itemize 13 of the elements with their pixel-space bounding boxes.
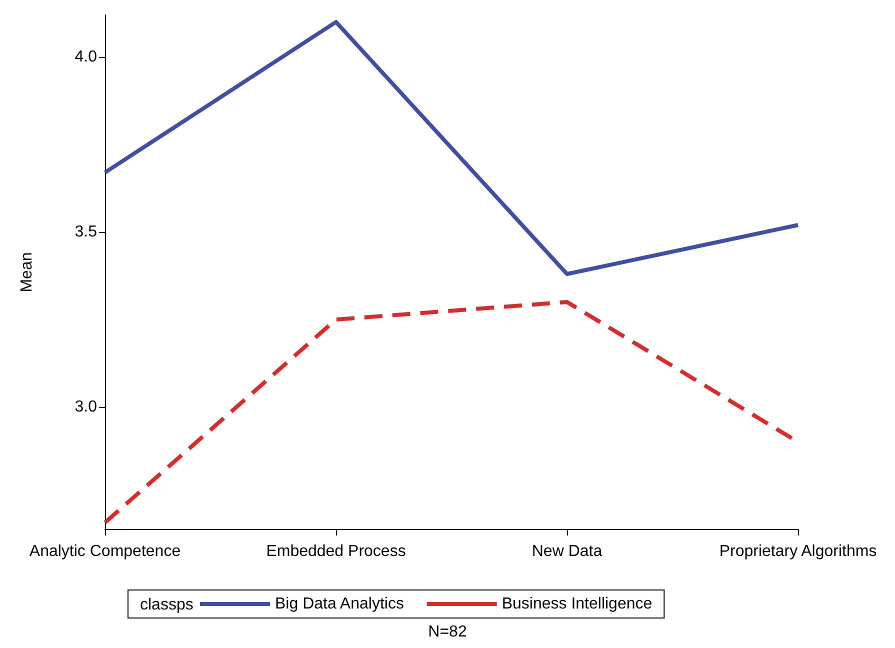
x-tick-label: Embedded Process bbox=[266, 543, 406, 560]
x-tick-label: Analytic Competence bbox=[29, 543, 181, 560]
legend-title: classps bbox=[140, 596, 194, 614]
legend-label: Big Data Analytics bbox=[275, 596, 404, 612]
legend-label: Business Intelligence bbox=[502, 596, 652, 612]
x-tick-label: New Data bbox=[532, 543, 602, 560]
x-tick-label: Proprietary Algorithms bbox=[719, 543, 877, 560]
y-axis-title: Mean bbox=[18, 252, 36, 292]
y-tick-label: 3.5 bbox=[74, 224, 98, 240]
line-series bbox=[103, 20, 800, 276]
y-tick-label: 3.0 bbox=[74, 398, 98, 416]
y-tick-label: 4.0 bbox=[74, 48, 98, 66]
text: N=82 bbox=[428, 624, 467, 640]
